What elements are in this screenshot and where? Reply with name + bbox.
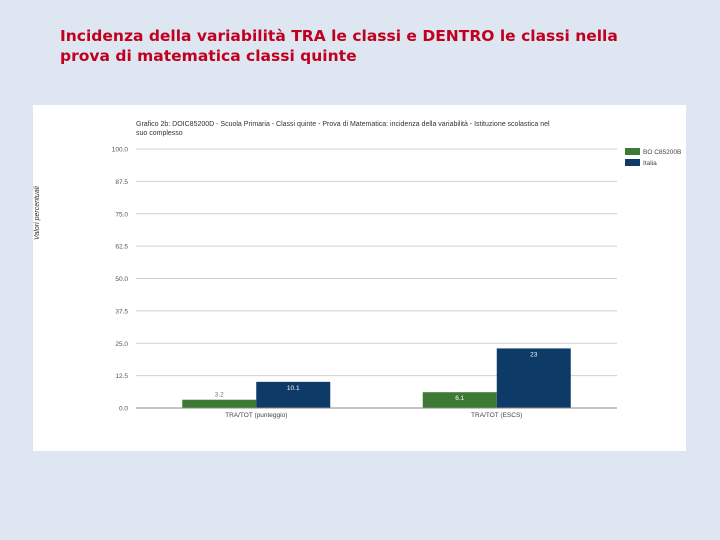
legend-swatch xyxy=(625,148,640,155)
slide-title: Incidenza della variabilità TRA le class… xyxy=(60,27,618,65)
legend-label: BO C85200B xyxy=(643,149,681,156)
bar xyxy=(422,392,497,408)
chart-title-line-2: suo complesso xyxy=(136,130,183,137)
x-tick-label: TRA/TOT (punteggio) xyxy=(225,412,287,419)
bar-value-label: 6.1 xyxy=(455,395,464,402)
x-tick-label: TRA/TOT (ESCS) xyxy=(471,412,522,419)
y-tick-label: 87.5 xyxy=(115,179,128,186)
bar-chart: Grafico 2b: DOIC85200D - Scuola Primaria… xyxy=(112,121,682,419)
bar xyxy=(182,399,257,408)
y-tick-label: 0.0 xyxy=(119,406,128,413)
bar-value-label: 10.1 xyxy=(287,385,300,392)
bar xyxy=(496,348,571,408)
bar-value-label: 23 xyxy=(530,351,538,358)
y-tick-label: 100.0 xyxy=(112,147,129,154)
legend-swatch xyxy=(625,159,640,166)
bar xyxy=(256,381,331,408)
legend-label: Italia xyxy=(643,160,657,167)
bar-value-label: 3.2 xyxy=(215,392,224,399)
y-tick-label: 12.5 xyxy=(115,373,128,380)
y-tick-label: 62.5 xyxy=(115,244,128,251)
y-tick-label: 50.0 xyxy=(115,276,128,283)
y-tick-label: 75.0 xyxy=(115,211,128,218)
chart-panel: Grafico 2b: DOIC85200D - Scuola Primaria… xyxy=(33,105,686,451)
y-axis-label: Valori percentuali xyxy=(34,186,41,240)
y-tick-label: 25.0 xyxy=(115,341,128,348)
chart-title-line-1: Grafico 2b: DOIC85200D - Scuola Primaria… xyxy=(136,121,550,128)
y-tick-label: 37.5 xyxy=(115,308,128,315)
